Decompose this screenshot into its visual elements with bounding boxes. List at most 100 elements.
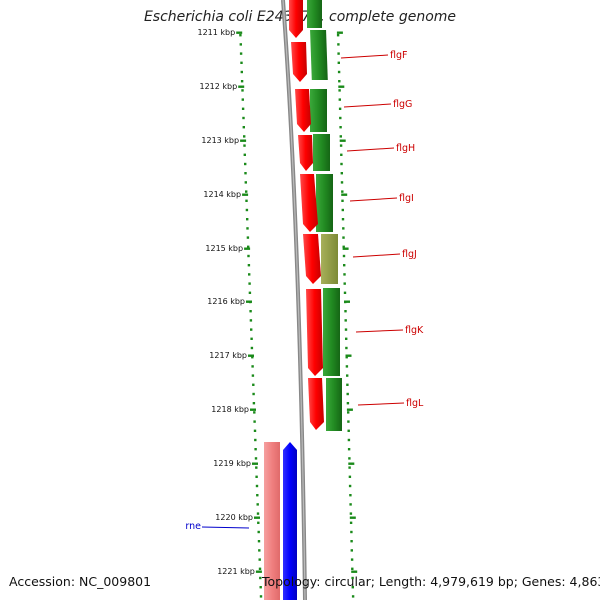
- tick-dot-left: [244, 181, 247, 184]
- tick-dot-right: [350, 530, 353, 534]
- cds-lane: [289, 0, 324, 430]
- tick-dot-right: [351, 567, 354, 570]
- accession-text: Accession: NC_009801: [9, 574, 152, 589]
- tick-dot-right: [340, 172, 343, 175]
- tick-dot-left: [240, 61, 243, 64]
- tick-dot-left: [245, 208, 249, 212]
- tick-dot-right: [345, 346, 348, 350]
- tick-dot-right: [348, 466, 351, 469]
- tick-dot-right: [337, 43, 340, 46]
- tick-dot-right: [349, 503, 352, 506]
- major-tick-left: [242, 193, 249, 196]
- tick-dot-right: [344, 328, 348, 331]
- tick-dot-right: [336, 34, 340, 37]
- tick-dot-left: [239, 34, 242, 37]
- major-tick-right: [346, 408, 353, 411]
- tick-dot-right: [345, 365, 349, 368]
- major-tick-left: [250, 408, 256, 411]
- major-tick-right: [342, 247, 349, 250]
- tick-dot-right: [347, 429, 350, 432]
- major-tick-left: [238, 85, 245, 88]
- tick-labels: 1211 kbp 1212 kbp 1213 kbp 1214 kbp 1215 kbp…: [197, 28, 358, 576]
- tick-dot-left: [255, 475, 258, 478]
- tick-dot-left: [250, 346, 254, 350]
- tick-dot-left: [254, 457, 258, 460]
- label-leader-line: [355, 329, 404, 333]
- tick-dot-right: [337, 70, 341, 74]
- label-leader-line: [349, 197, 398, 202]
- tick-dot-left: [243, 153, 246, 156]
- genome-backbone-highlight: [282, 0, 306, 600]
- tick-dot-right: [351, 595, 355, 598]
- tick-dot-left: [254, 438, 257, 442]
- tick-dot-right: [342, 245, 345, 248]
- tick-label: 1215 kbp: [205, 244, 243, 253]
- tick-dot-right: [348, 484, 352, 488]
- tick-dot-right: [338, 89, 341, 92]
- tick-dot-right: [343, 264, 346, 267]
- rne-cds-arrow: [283, 442, 297, 600]
- cds-arrow-top: [289, 0, 303, 38]
- tick-dot-left: [242, 116, 245, 120]
- tick-dot-left: [255, 466, 258, 469]
- tick-dot-left: [256, 494, 259, 497]
- tick-dot-left: [239, 52, 243, 55]
- tick-label: 1220 kbp: [215, 513, 253, 522]
- tick-dot-right: [351, 586, 354, 589]
- cds-arrow-flgG: [295, 89, 311, 132]
- tick-dot-left: [250, 337, 253, 340]
- major-tick-right: [344, 300, 350, 303]
- tick-dot-right: [349, 512, 353, 515]
- tick-dot-left: [252, 392, 255, 396]
- major-tick-left: [240, 139, 247, 142]
- tick-dot-left: [259, 595, 263, 598]
- feature-block-1: [310, 30, 328, 80]
- tick-dot-right: [341, 218, 345, 221]
- tick-dot-left: [251, 356, 254, 359]
- major-tick-right: [348, 462, 355, 465]
- tick-dot-left: [256, 512, 260, 515]
- tick-dot-right: [340, 162, 343, 166]
- tick-dot-left: [241, 107, 245, 110]
- tick-dot-left: [258, 558, 261, 561]
- tick-dot-right: [343, 273, 346, 276]
- gene-label-flgH: flgH: [396, 143, 415, 154]
- gene-label-flgF: flgF: [390, 50, 407, 61]
- rne-feature-block: [264, 442, 280, 600]
- tick-dot-right: [341, 208, 344, 212]
- tick-dot-right: [350, 558, 354, 561]
- tick-dot-right: [341, 190, 344, 193]
- tick-dot-left: [252, 383, 255, 386]
- tick-label: 1213 kbp: [201, 136, 239, 145]
- tick-dot-right: [337, 61, 340, 64]
- tick-dot-left: [242, 126, 245, 129]
- tick-dot-right: [343, 282, 346, 285]
- tick-dot-left: [257, 540, 261, 543]
- tick-dot-left: [246, 236, 250, 239]
- tick-dot-left: [251, 374, 255, 377]
- major-tick-left: [236, 31, 243, 34]
- tick-dot-left: [245, 199, 248, 202]
- tick-dot-right: [342, 254, 346, 258]
- cds-arrow-flgL: [308, 378, 324, 430]
- tick-dot-left: [257, 521, 260, 524]
- major-tick-left: [255, 570, 262, 573]
- tick-dot-left: [246, 218, 249, 221]
- major-tick-left: [254, 516, 260, 519]
- gene-label-rne: rne: [185, 521, 201, 532]
- tick-dot-right: [344, 319, 347, 322]
- major-tick-left: [244, 247, 251, 250]
- tick-dot-right: [339, 144, 343, 147]
- tick-dot-right: [348, 457, 351, 460]
- tick-dot-left: [247, 264, 251, 267]
- tick-dot-right: [346, 374, 349, 377]
- tick-dot-left: [247, 254, 250, 258]
- tick-dot-right: [341, 199, 344, 202]
- major-tick-right: [339, 139, 346, 142]
- tick-dot-left: [241, 98, 244, 101]
- tick-dot-left: [253, 411, 256, 414]
- tick-dot-left: [257, 530, 260, 534]
- major-tick-left: [246, 300, 252, 303]
- tick-label: 1219 kbp: [213, 459, 251, 468]
- tick-dot-left: [239, 43, 242, 46]
